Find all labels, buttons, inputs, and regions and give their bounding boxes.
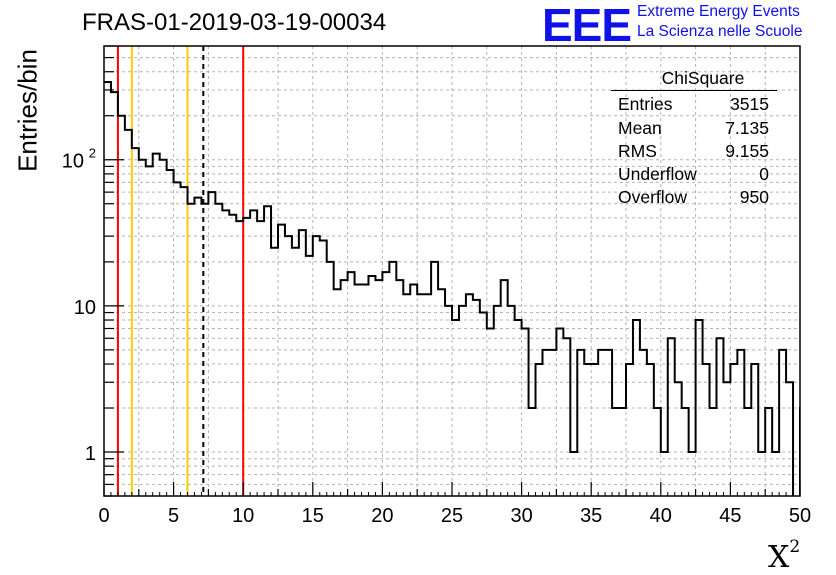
- x-axis-label-base: X: [768, 540, 790, 575]
- logo-caption-line1: Extreme Energy Events: [637, 3, 800, 20]
- y-tick-label: 10: [62, 151, 84, 173]
- x-tick-label: 15: [302, 505, 324, 527]
- x-tick-label: 0: [98, 505, 109, 527]
- page-title: FRAS-01-2019-03-19-00034: [82, 9, 387, 36]
- stats-value: 3515: [730, 94, 769, 115]
- histogram-series: [104, 81, 800, 496]
- stats-row-mean: Mean 7.135: [611, 117, 777, 140]
- marker-lines: [116, 46, 245, 496]
- x-axis-label-exponent: 2: [789, 537, 801, 557]
- stats-title: ChiSquare: [611, 67, 777, 92]
- stats-value: 950: [739, 187, 769, 208]
- x-tick-label: 5: [168, 505, 179, 527]
- stats-row-underflow: Underflow 0: [611, 163, 777, 186]
- tick-labels: 0 5 10 15 20 25 30 35 40 45 50 1 10 10 2: [62, 146, 811, 527]
- x-tick-label: 45: [719, 505, 741, 527]
- stats-box: ChiSquare Entries 3515 Mean 7.135 RMS 9.155…: [611, 67, 777, 210]
- x-tick-label: 50: [789, 505, 811, 527]
- y-axis-label: Entries/bin: [12, 49, 43, 172]
- stats-label: Underflow: [618, 164, 697, 185]
- stats-label: Overflow: [618, 187, 688, 208]
- plot-frame: [103, 45, 801, 497]
- logo-caption: Extreme Energy Events La Scienza nelle S…: [637, 2, 802, 42]
- stats-label: Entries: [618, 94, 673, 115]
- x-tick-label: 40: [650, 505, 672, 527]
- stats-row-overflow: Overflow 950: [611, 186, 777, 209]
- y-tick-label: 1: [85, 443, 96, 465]
- x-tick-label: 25: [441, 505, 463, 527]
- x-tick-label: 35: [580, 505, 602, 527]
- stats-label: RMS: [618, 140, 657, 161]
- x-tick-label: 10: [232, 505, 254, 527]
- x-tick-label: 30: [510, 505, 532, 527]
- stats-row-entries: Entries 3515: [611, 93, 777, 116]
- stats-value: 7.135: [725, 117, 769, 138]
- stats-row-rms: RMS 9.155: [611, 140, 777, 163]
- stats-label: Mean: [618, 117, 662, 138]
- eee-logo: EEE: [542, 0, 632, 51]
- y-tick-label: 10: [74, 297, 96, 319]
- stats-value: 0: [759, 164, 769, 185]
- logo-caption-line2: La Scienza nelle Scuole: [637, 23, 803, 40]
- y-tick-exponent: 2: [89, 146, 96, 161]
- stats-value: 9.155: [725, 140, 769, 161]
- x-tick-label: 20: [371, 505, 393, 527]
- x-axis-label: X2: [768, 537, 800, 575]
